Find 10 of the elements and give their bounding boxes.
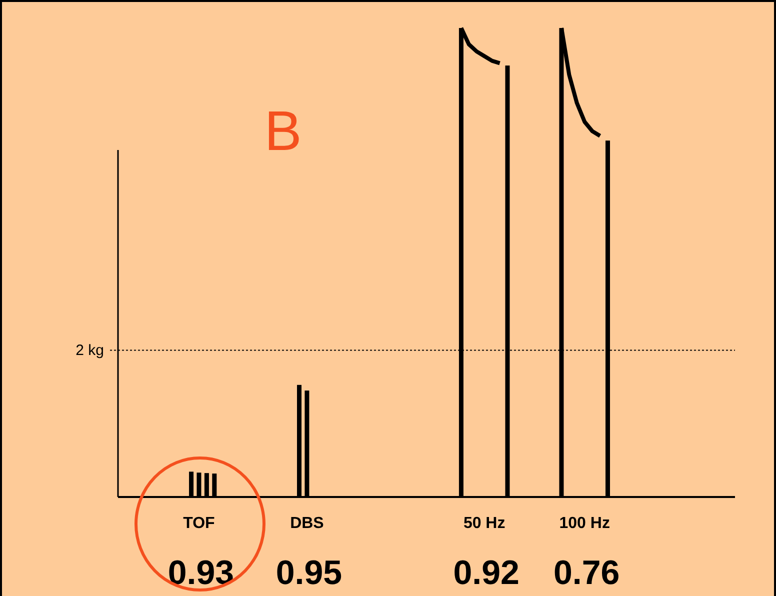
x-tick-label: TOF	[183, 515, 216, 532]
x-tick-label: 50 Hz	[463, 515, 506, 532]
ref-line-label: 2 kg	[76, 342, 104, 360]
text: 0.93	[168, 554, 234, 592]
text: 0.95	[276, 554, 342, 592]
text: B	[264, 99, 302, 162]
x-tick-label: 100 Hz	[559, 515, 610, 532]
x-tick-label: DBS	[290, 515, 324, 532]
text: 0.76	[554, 554, 620, 592]
text: 0.92	[453, 554, 520, 592]
